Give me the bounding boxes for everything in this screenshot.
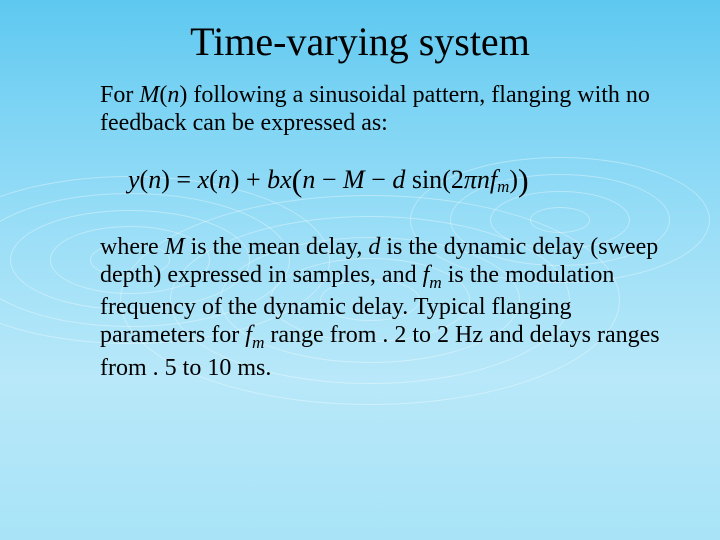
equation: y(n) = x(n) + bx(n − M − d sin(2πnfm)) bbox=[128, 165, 529, 194]
slide-container: Time-varying system For M(n) following a… bbox=[0, 0, 720, 540]
intro-paragraph: For M(n) following a sinusoidal pattern,… bbox=[100, 81, 660, 138]
body-paragraph: where M is the mean delay, d is the dyna… bbox=[100, 233, 660, 382]
equation-block: y(n) = x(n) + bx(n − M − d sin(2πnfm)) bbox=[128, 162, 660, 199]
slide-title: Time-varying system bbox=[60, 18, 660, 65]
